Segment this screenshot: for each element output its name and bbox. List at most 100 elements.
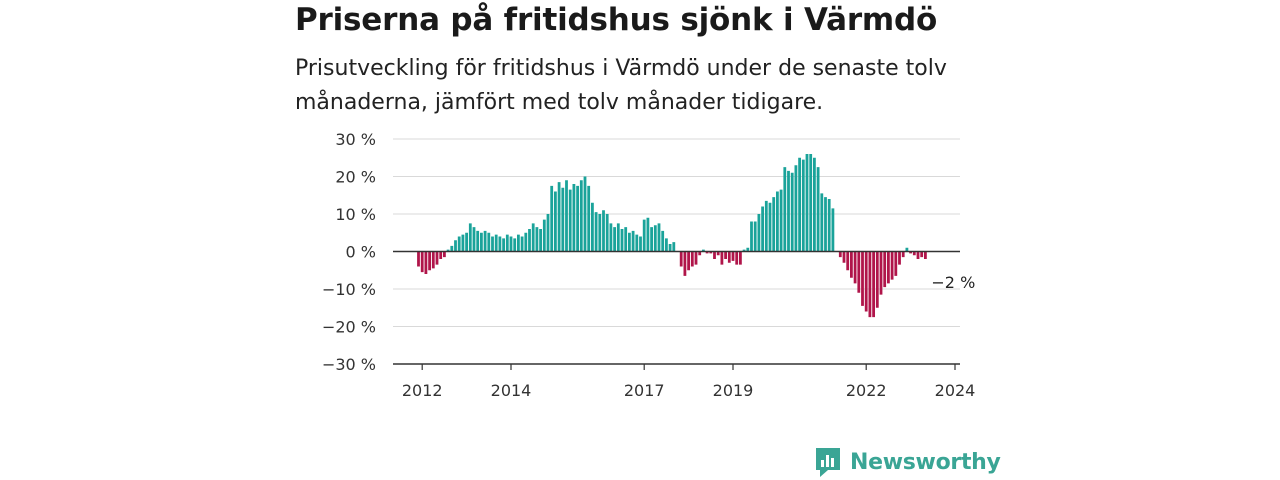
bar <box>583 176 587 252</box>
y-tick-label: 10 % <box>335 205 376 224</box>
bar <box>709 251 713 254</box>
bar <box>616 223 620 252</box>
bar <box>550 185 554 252</box>
bar <box>801 159 805 252</box>
bar <box>805 154 809 252</box>
bar <box>587 185 591 252</box>
bar <box>557 182 561 252</box>
bar <box>720 251 724 265</box>
bar <box>424 251 428 274</box>
bar <box>653 225 657 252</box>
bar <box>694 251 698 265</box>
y-tick-label: −30 % <box>322 355 376 374</box>
bar <box>576 185 579 252</box>
last-value-label: −2 % <box>931 273 975 292</box>
bar <box>857 251 861 293</box>
x-tick-label: 2012 <box>402 381 443 400</box>
bar <box>831 208 835 252</box>
bar <box>480 232 483 252</box>
bar <box>827 199 831 252</box>
bar <box>524 232 528 252</box>
bar <box>679 251 683 267</box>
bar <box>487 232 491 252</box>
bar <box>450 245 454 252</box>
bar <box>483 230 487 252</box>
bar <box>635 234 639 252</box>
bar <box>916 251 920 259</box>
y-axis-ticks: 30 % 20 % 10 % 0 % −10 % −20 % −30 % <box>322 130 376 374</box>
bar <box>572 184 576 252</box>
bar <box>764 200 768 252</box>
bar <box>790 172 794 252</box>
bar <box>468 223 472 252</box>
bar <box>753 221 757 252</box>
bar <box>613 227 616 252</box>
x-tick-label: 2017 <box>624 381 665 400</box>
bar <box>609 223 613 252</box>
bar <box>724 251 727 259</box>
bar <box>783 167 787 252</box>
bar <box>901 251 905 258</box>
bar <box>890 251 894 280</box>
y-tick-label: 0 % <box>346 243 376 262</box>
bar <box>554 191 557 252</box>
newsworthy-logo-text: Newsworthy <box>850 449 1001 475</box>
x-tick-label: 2019 <box>713 381 754 400</box>
bar <box>668 244 672 252</box>
y-tick-label: −10 % <box>322 280 376 299</box>
bar <box>531 223 535 252</box>
bar <box>435 251 439 265</box>
bar <box>713 251 716 259</box>
bar <box>591 202 594 252</box>
bar <box>624 227 628 252</box>
bar <box>476 230 480 252</box>
bar <box>642 219 646 252</box>
bar <box>739 251 742 265</box>
bar <box>735 251 739 265</box>
bar <box>517 234 520 252</box>
chart-title: Priserna på fritidshus sjönk i Värmdö <box>295 2 938 38</box>
bar <box>494 234 498 252</box>
x-tick-label: 2014 <box>491 381 532 400</box>
bar <box>824 197 827 252</box>
bar <box>513 238 517 252</box>
bar <box>428 251 431 271</box>
bar <box>838 251 842 258</box>
bar <box>905 247 909 252</box>
bar <box>598 214 602 252</box>
bar <box>594 212 598 252</box>
bar <box>776 191 779 252</box>
bar <box>620 229 624 252</box>
bar <box>498 236 502 252</box>
bar <box>657 223 661 252</box>
y-tick-label: 20 % <box>335 168 376 187</box>
bar <box>820 193 824 252</box>
bar <box>542 219 546 252</box>
bar <box>761 206 764 252</box>
bar <box>672 242 676 252</box>
bar <box>816 167 820 252</box>
bar <box>842 251 846 263</box>
bar <box>861 251 864 306</box>
chart-subtitle: Prisutveckling för fritidshus i Värmdö u… <box>295 56 947 115</box>
bar <box>661 230 665 252</box>
bar <box>443 251 446 258</box>
bar <box>731 251 735 261</box>
bar <box>742 249 746 252</box>
bar <box>705 251 709 254</box>
y-tick-label: −20 % <box>322 318 376 337</box>
bar <box>457 236 461 252</box>
bar <box>646 217 650 252</box>
bar <box>750 221 753 252</box>
bar <box>454 240 457 252</box>
bar <box>787 170 790 252</box>
bar <box>520 236 524 252</box>
bar <box>535 227 539 252</box>
bar <box>868 251 872 318</box>
bar <box>898 251 901 265</box>
bar <box>431 251 435 269</box>
y-tick-label: 30 % <box>335 130 376 149</box>
bar <box>716 251 720 256</box>
bar <box>846 251 850 271</box>
bar <box>561 187 565 252</box>
